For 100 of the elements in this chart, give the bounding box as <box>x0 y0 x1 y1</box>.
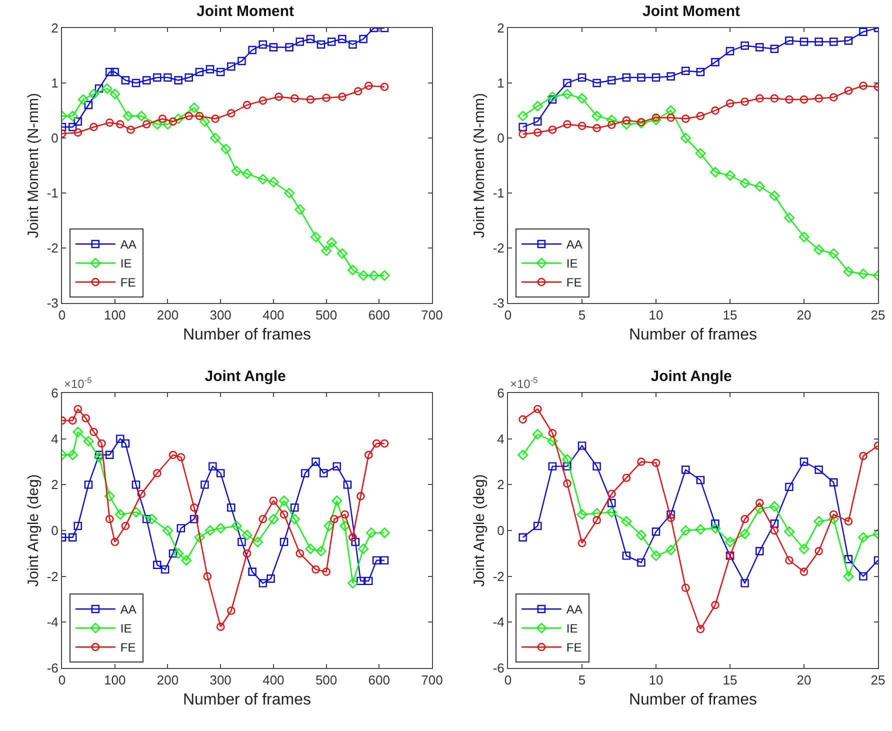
point <box>518 122 527 132</box>
point <box>562 454 572 465</box>
point <box>173 114 184 124</box>
point <box>518 450 528 460</box>
point <box>652 73 660 82</box>
point <box>844 517 852 526</box>
chart-title: Joint Angle <box>204 368 286 385</box>
point <box>740 528 750 540</box>
point <box>312 565 320 574</box>
point <box>724 536 736 548</box>
point <box>666 514 675 522</box>
point <box>859 572 868 580</box>
point <box>843 571 854 582</box>
point <box>316 40 326 49</box>
legend-label: IE <box>566 256 578 271</box>
point <box>296 38 304 46</box>
y-tick-label: 2 <box>51 477 58 492</box>
chart-title: Joint Angle <box>650 368 732 385</box>
point <box>379 528 390 538</box>
point <box>184 112 193 120</box>
point <box>563 78 572 88</box>
point <box>769 501 780 512</box>
point <box>348 264 358 276</box>
point <box>364 576 373 586</box>
x-tick-label: 100 <box>104 672 126 688</box>
point <box>682 114 690 123</box>
point <box>142 76 151 84</box>
point <box>359 34 368 44</box>
point <box>578 73 586 82</box>
point <box>68 533 77 542</box>
point <box>116 434 124 443</box>
point <box>756 547 764 556</box>
point <box>637 73 646 82</box>
point <box>168 549 178 558</box>
x-axis-title: Number of frames <box>182 691 312 708</box>
point <box>622 116 630 124</box>
point <box>622 474 630 482</box>
point <box>104 490 115 502</box>
point <box>562 88 572 100</box>
point <box>592 508 602 518</box>
point <box>116 120 124 128</box>
point <box>380 82 389 91</box>
point <box>756 94 764 102</box>
point <box>338 92 346 101</box>
point <box>756 43 764 52</box>
point <box>142 514 151 524</box>
point <box>814 244 824 255</box>
legend-label: FE <box>120 276 136 290</box>
point <box>680 132 691 144</box>
point <box>84 480 93 489</box>
point <box>98 439 106 448</box>
point <box>785 95 794 104</box>
point <box>828 514 839 524</box>
point <box>696 112 704 120</box>
point <box>227 109 236 118</box>
legend-label: IE <box>566 622 578 636</box>
point <box>606 114 617 125</box>
point <box>324 520 334 532</box>
point <box>351 538 360 546</box>
point <box>336 248 348 259</box>
point <box>340 510 349 519</box>
point <box>321 246 332 256</box>
point <box>162 119 173 130</box>
x-tick-label: 200 <box>156 672 179 688</box>
point <box>176 453 186 462</box>
point <box>82 414 90 422</box>
point <box>268 514 279 524</box>
point <box>248 46 256 54</box>
point <box>78 94 88 105</box>
point <box>798 232 810 242</box>
y-tick-label: -3 <box>492 296 504 311</box>
point <box>696 476 704 484</box>
point <box>696 624 704 634</box>
point <box>682 466 690 474</box>
point <box>844 86 852 95</box>
point <box>592 78 601 88</box>
point <box>330 514 338 524</box>
legend-label: IE <box>120 622 132 636</box>
point <box>258 579 267 588</box>
y-tick-label: 1 <box>51 76 58 91</box>
point <box>563 120 572 128</box>
legend-label: FE <box>566 276 582 290</box>
legend-label: IE <box>120 256 132 271</box>
point <box>682 584 690 592</box>
legend-label: AA <box>566 602 582 617</box>
point <box>592 516 601 524</box>
point <box>194 532 205 543</box>
point <box>356 492 365 500</box>
point <box>290 503 299 512</box>
x-tick-label: 600 <box>368 308 390 323</box>
legend-label: AA <box>120 602 136 617</box>
point <box>770 94 778 102</box>
point <box>158 114 167 123</box>
point <box>696 68 704 76</box>
x-tick-label: 700 <box>421 672 443 688</box>
point <box>844 36 852 45</box>
point <box>121 522 130 530</box>
point <box>130 507 142 518</box>
point <box>770 526 778 535</box>
x-tick-label: 25 <box>870 672 886 688</box>
